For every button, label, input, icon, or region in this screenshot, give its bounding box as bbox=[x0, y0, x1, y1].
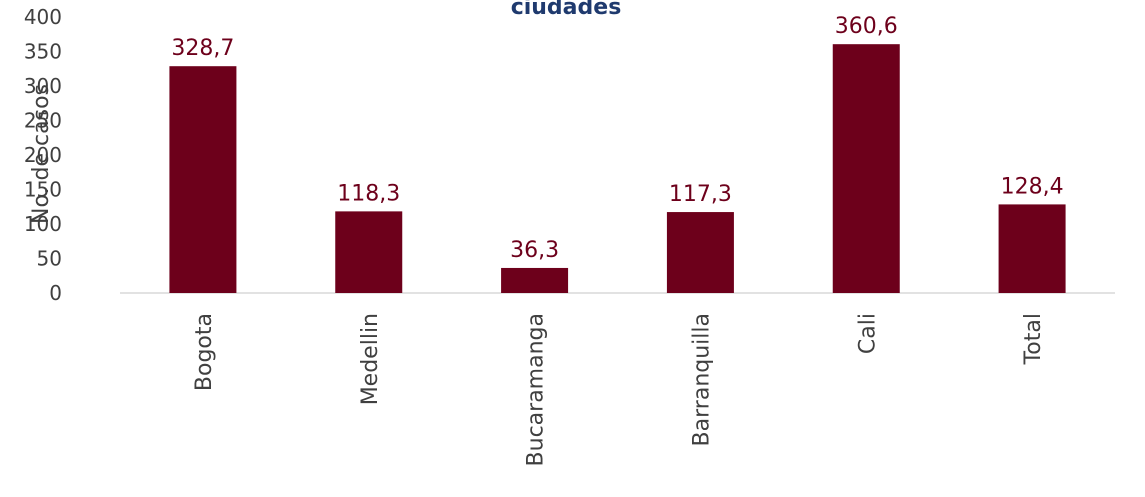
category-labels-group: Bogota Medellin Bucaramanga Barranquilla Cal… bbox=[192, 313, 1046, 466]
category-label: Barranquilla bbox=[689, 313, 714, 446]
bar-bogota bbox=[169, 66, 237, 294]
data-labels-group: 328,7 118,3 36,3 117,3 360,6 128,4 bbox=[171, 14, 1063, 263]
y-tick-label: 150 bbox=[24, 178, 62, 202]
data-label: 328,7 bbox=[171, 36, 234, 61]
y-tick-label: 250 bbox=[24, 109, 62, 133]
y-tick-label: 50 bbox=[37, 247, 62, 271]
y-tick-label: 350 bbox=[24, 40, 62, 64]
bar-barranquilla bbox=[666, 212, 734, 293]
bar-cali bbox=[832, 44, 900, 293]
category-label: Total bbox=[1021, 313, 1046, 365]
y-axis-ticks: 0 50 100 150 200 250 300 350 400 bbox=[24, 5, 62, 305]
bars-group bbox=[169, 44, 1066, 294]
data-label: 360,6 bbox=[835, 14, 898, 39]
y-tick-label: 400 bbox=[24, 5, 62, 29]
category-label: Bucaramanga bbox=[524, 313, 549, 466]
y-tick-label: 0 bbox=[49, 281, 62, 305]
bar-bucaramanga bbox=[501, 267, 569, 293]
category-label: Bogota bbox=[192, 313, 217, 391]
category-label: Cali bbox=[855, 313, 880, 354]
y-tick-label: 300 bbox=[24, 74, 62, 98]
bar-total bbox=[998, 204, 1066, 293]
data-label: 118,3 bbox=[337, 181, 400, 206]
data-label: 36,3 bbox=[510, 238, 559, 263]
category-label: Medellin bbox=[358, 313, 383, 405]
bar-medellin bbox=[335, 211, 403, 293]
chart-title: ciudades bbox=[511, 0, 622, 20]
y-axis-label: No. de casos bbox=[29, 84, 54, 224]
data-label: 128,4 bbox=[1001, 174, 1064, 199]
y-tick-label: 100 bbox=[24, 212, 62, 236]
y-tick-label: 200 bbox=[24, 143, 62, 167]
data-label: 117,3 bbox=[669, 182, 732, 207]
